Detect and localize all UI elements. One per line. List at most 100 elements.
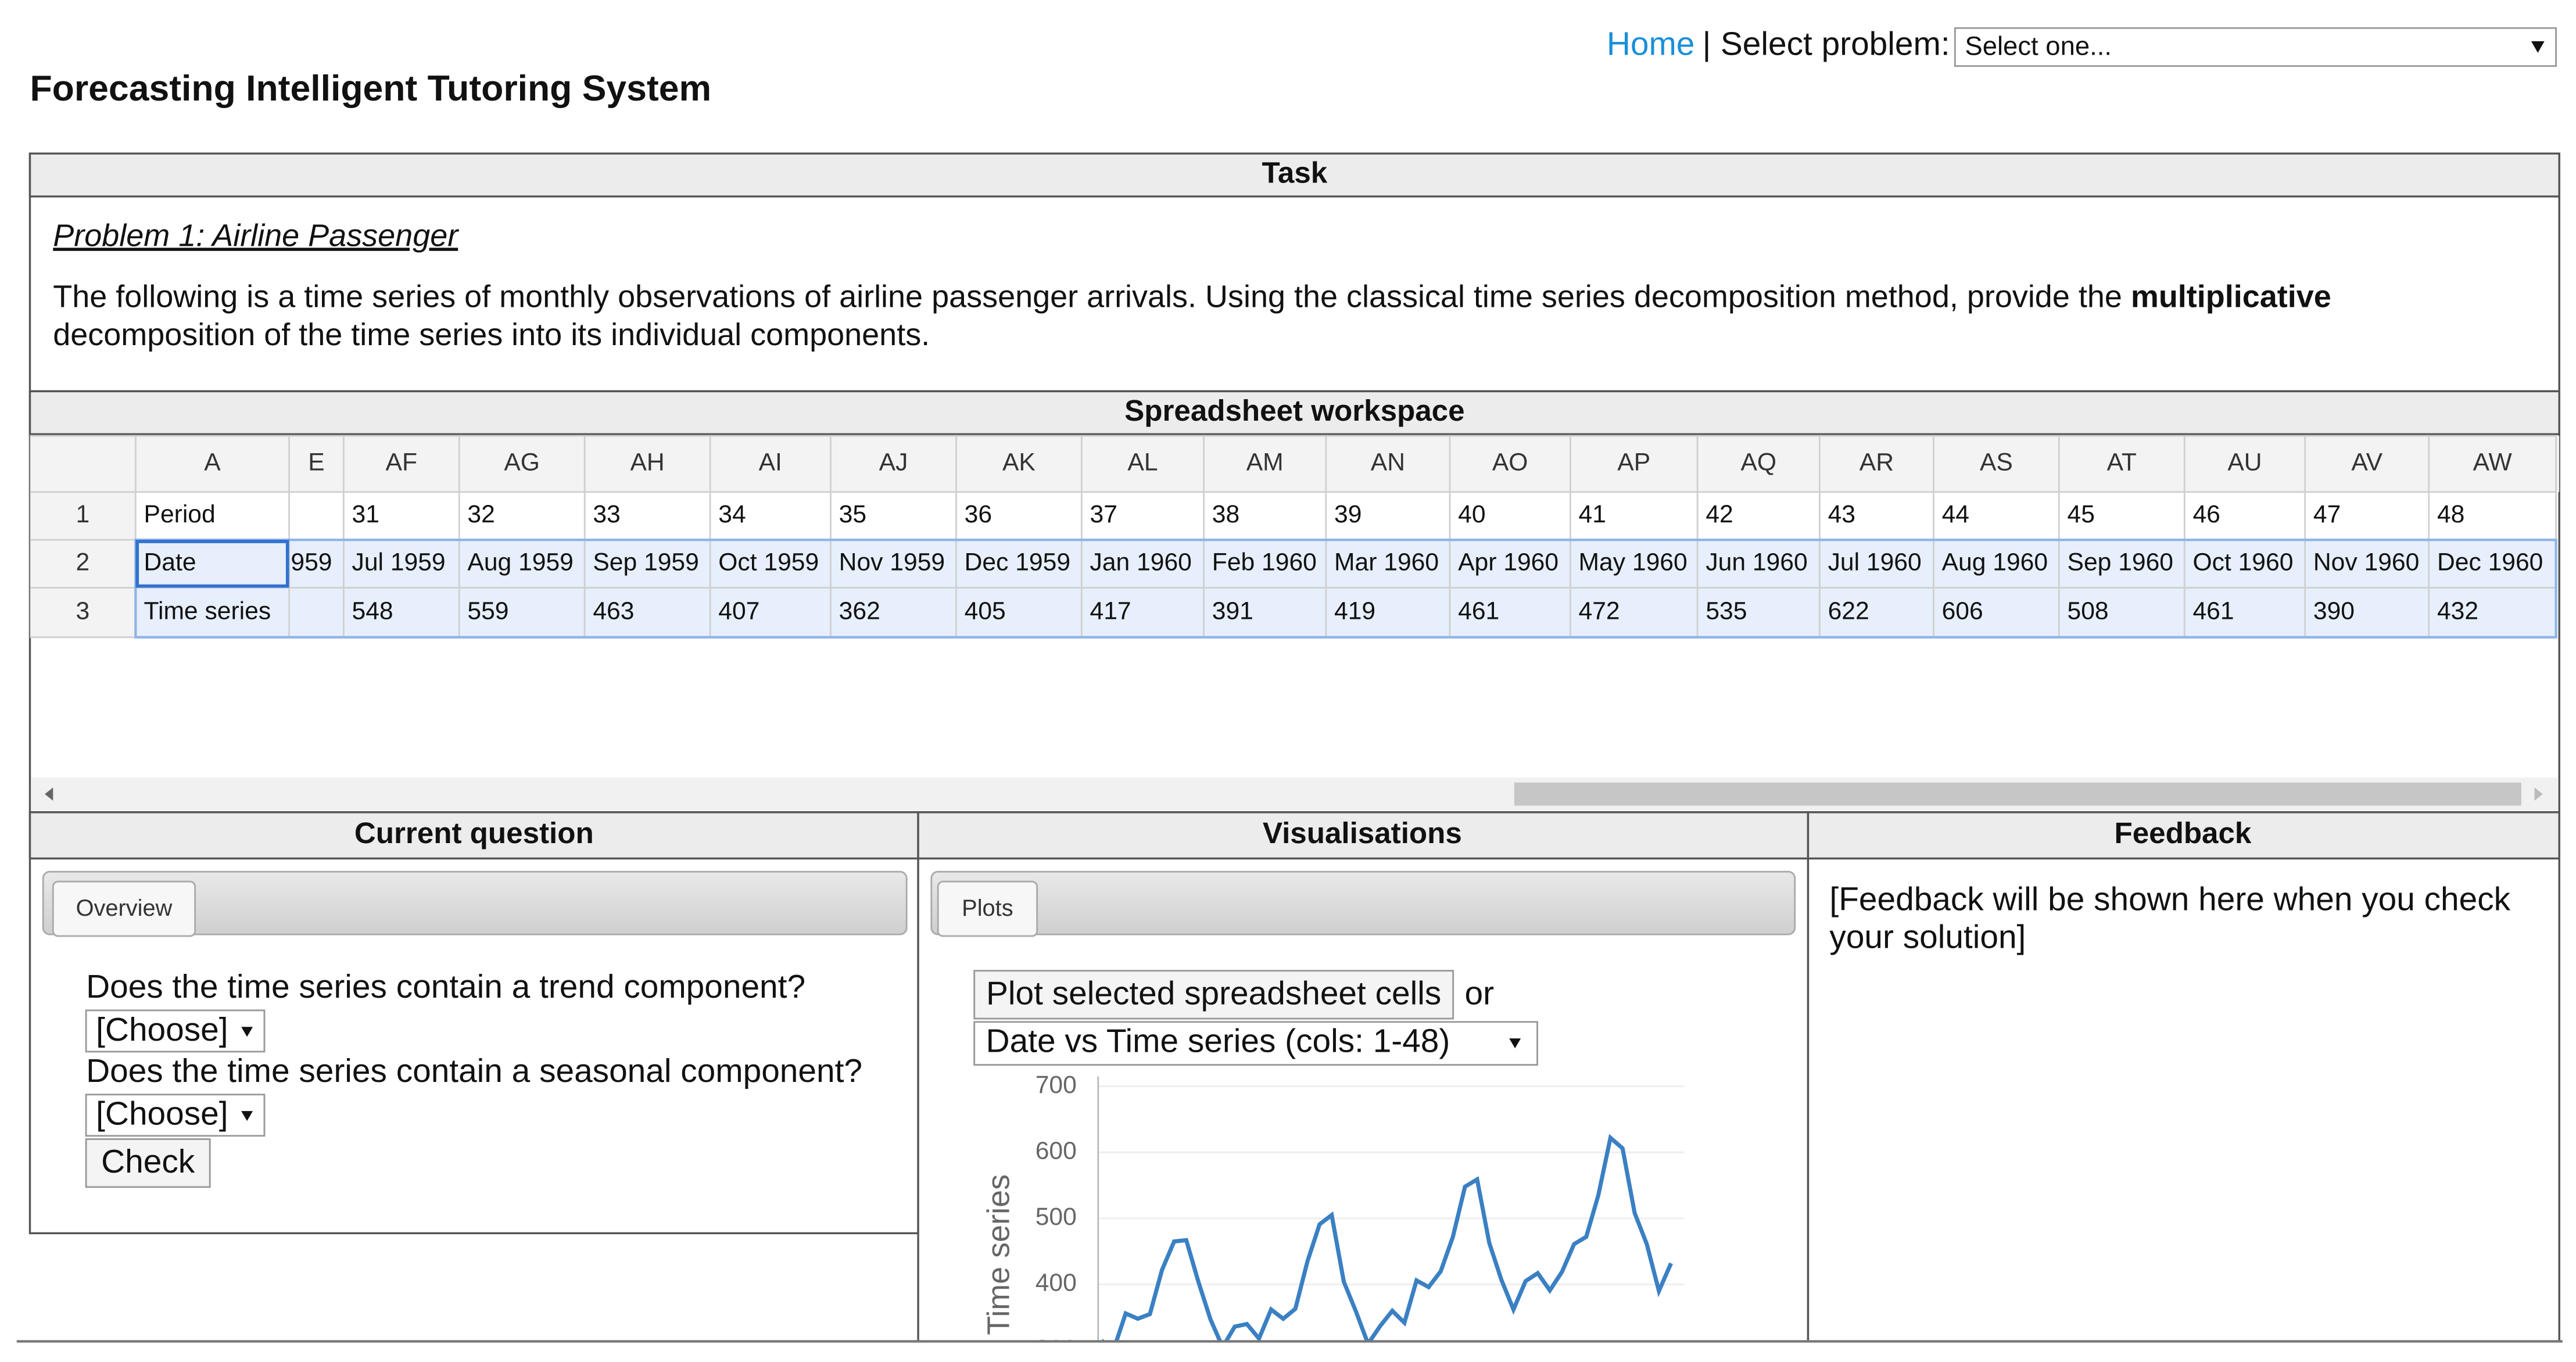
dropdown-arrow — [1509, 1038, 1521, 1049]
tab-label: Plots — [962, 895, 1013, 921]
cell: Sep 1959 — [593, 549, 698, 576]
select-label: Select problem: — [1721, 26, 1950, 63]
cell: 417 — [1090, 597, 1131, 625]
cell: 559 — [467, 597, 508, 625]
column-header: AU — [2227, 449, 2262, 476]
cell: Oct 1960 — [2192, 549, 2293, 576]
header-row — [30, 436, 2560, 492]
cell: 463 — [593, 597, 634, 625]
column-header: AR — [1860, 449, 1894, 476]
y-tick-label: 400 — [1036, 1269, 1077, 1297]
cell: 40 — [1458, 500, 1485, 528]
column-header: AF — [386, 449, 417, 476]
row-number-column — [30, 492, 136, 637]
plot-button[interactable] — [973, 970, 1454, 1020]
dropdown-arrow — [2531, 41, 2545, 53]
row-number: 2 — [76, 549, 90, 576]
cell: 44 — [1942, 500, 1969, 528]
cell: Aug 1960 — [1942, 549, 2048, 576]
column-header: AO — [1492, 449, 1528, 476]
scroll-right[interactable] — [2534, 787, 2543, 801]
plot-select-value: Date vs Time series (cols: 1-48) — [986, 1023, 1450, 1060]
cell: 432 — [2437, 597, 2478, 625]
separator: | — [1703, 26, 1711, 63]
row-number: 1 — [76, 500, 90, 528]
task-heading: Task — [1262, 156, 1327, 189]
tab-label: Overview — [76, 895, 173, 921]
scrollbar-thumb[interactable] — [1514, 782, 2521, 806]
task-text: The following is a time series of monthl… — [53, 279, 2331, 314]
check-button[interactable] — [85, 1138, 211, 1188]
cell: 43 — [1828, 500, 1855, 528]
cell: 472 — [1579, 597, 1620, 625]
cell: Period — [144, 500, 216, 528]
problem-select[interactable] — [1954, 27, 2557, 67]
answer-select-value: [Choose] — [96, 1012, 228, 1048]
cell: 362 — [839, 597, 880, 625]
cell: Dec 1960 — [2437, 549, 2543, 576]
column-header: AW — [2473, 449, 2513, 476]
cell: Aug 1959 — [467, 549, 573, 576]
cell: 34 — [718, 500, 746, 528]
spreadsheet-heading-band — [28, 390, 2560, 435]
chart: 300 400 500 600 700 Time series — [981, 1071, 1685, 1362]
cell: Sep 1960 — [2068, 549, 2173, 576]
y-axis-label: Time series — [981, 1174, 1016, 1335]
cell: 39 — [1334, 500, 1362, 528]
cell: Jul 1959 — [352, 549, 446, 576]
column-header: A — [204, 449, 221, 476]
column-header: AL — [1127, 449, 1158, 476]
tab[interactable] — [52, 880, 196, 937]
cell: 31 — [352, 500, 379, 528]
tab[interactable] — [937, 880, 1038, 937]
dropdown-arrow — [241, 1111, 253, 1121]
column-header: AQ — [1740, 449, 1776, 476]
plot-button-label: Plot selected spreadsheet cells — [986, 975, 1441, 1012]
cell: Nov 1959 — [839, 549, 945, 576]
scroll-left[interactable] — [45, 787, 53, 801]
column-header: AH — [630, 449, 665, 476]
cell: 390 — [2313, 597, 2355, 625]
problem-select-value: Select one... — [1965, 31, 2112, 60]
task-heading-band — [28, 152, 2560, 198]
question-heading: Current question — [354, 816, 594, 850]
spreadsheet-heading: Spreadsheet workspace — [1124, 394, 1464, 427]
cell: Oct 1959 — [718, 549, 819, 576]
cell: 33 — [593, 500, 620, 528]
column-header: AP — [1617, 449, 1650, 476]
y-tick-label: 300 — [1036, 1335, 1077, 1362]
column-header: AT — [2107, 449, 2137, 476]
cell: Feb 1960 — [1212, 549, 1317, 576]
cell: Dec 1959 — [965, 549, 1070, 576]
cell: 35 — [839, 500, 866, 528]
column-header: AK — [1002, 449, 1036, 476]
cell: Jan 1960 — [1090, 549, 1192, 576]
column-header: AJ — [879, 449, 908, 476]
y-tick-label: 600 — [1036, 1137, 1077, 1164]
cell: 461 — [2192, 597, 2234, 625]
answer-select[interactable] — [85, 1009, 266, 1053]
cell: Jun 1960 — [1706, 549, 1807, 576]
selection-border — [134, 538, 2557, 639]
cell: 407 — [718, 597, 759, 625]
cell: 405 — [965, 597, 1006, 625]
question-text: Does the time series contain a seasonal … — [86, 1053, 862, 1089]
feedback-text: [Feedback will be shown here when you ch… — [1829, 881, 2510, 917]
cell: 32 — [467, 500, 495, 528]
cell: 45 — [2068, 500, 2095, 528]
answer-select[interactable] — [85, 1094, 266, 1137]
column-header: E — [308, 449, 324, 476]
cell: 37 — [1090, 500, 1117, 528]
answer-select-value: [Choose] — [96, 1096, 228, 1132]
cell: 461 — [1458, 597, 1499, 625]
cell: Jul 1960 — [1828, 549, 1922, 576]
home-link[interactable]: Home — [1607, 26, 1695, 63]
cell: 46 — [2192, 500, 2220, 528]
plot-select[interactable] — [973, 1021, 1538, 1066]
cell: 419 — [1334, 597, 1375, 625]
cell: 41 — [1579, 500, 1606, 528]
y-tick-label: 500 — [1036, 1203, 1077, 1231]
cell: 622 — [1828, 597, 1869, 625]
cell: 548 — [352, 597, 393, 625]
